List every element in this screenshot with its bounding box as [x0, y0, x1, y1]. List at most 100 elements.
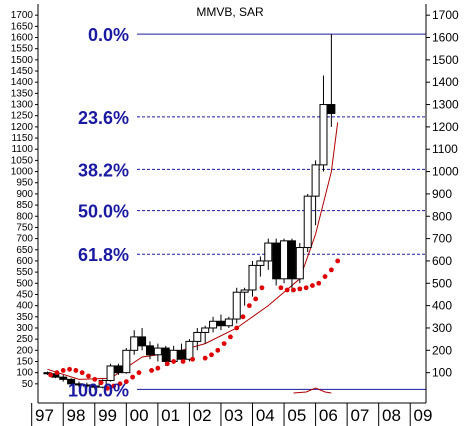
left-tick-label: 100: [16, 368, 33, 379]
fib-label: 100.0%: [68, 380, 129, 400]
candle-body: [280, 240, 289, 280]
sar-dot: [155, 365, 161, 371]
fib-label: 38.2%: [78, 160, 129, 180]
x-tick-label: 08: [382, 406, 401, 425]
sar-dot: [215, 347, 221, 353]
axes: [31, 4, 430, 426]
candle-body: [201, 327, 210, 333]
candle-body: [130, 336, 139, 351]
left-tick-label: 1100: [11, 144, 33, 155]
left-tick-label: 50: [22, 379, 34, 390]
sar-dot: [48, 372, 54, 378]
candle-body: [145, 345, 154, 356]
sar-dot: [111, 383, 117, 389]
candle-body: [161, 347, 170, 362]
sar-dot: [73, 368, 79, 373]
x-tick-label: 05: [287, 406, 306, 425]
sar-dot: [171, 359, 177, 364]
sar-dot: [335, 258, 341, 264]
candle-body: [75, 383, 84, 386]
right-tick-label: 100: [432, 366, 452, 380]
left-tick-label: 150: [16, 356, 33, 367]
sar-dot: [92, 376, 98, 382]
left-tick-label: 1600: [11, 33, 34, 44]
candle-body: [256, 260, 265, 266]
x-tick-label: 09: [414, 406, 433, 425]
x-tick-label: 04: [256, 406, 275, 425]
sar-dot: [86, 373, 91, 379]
left-tick-label: 1150: [11, 133, 33, 144]
labels: 0.0%23.6%38.2%50.0%61.8%100.0%5010015020…: [11, 8, 459, 425]
right-tick-label: 1300: [432, 98, 459, 112]
sub-line: [293, 387, 332, 394]
sar-dot: [136, 370, 142, 376]
left-tick-label: 1700: [11, 10, 34, 21]
left-tick-label: 1550: [11, 44, 34, 55]
right-tick-label: 500: [432, 276, 452, 290]
sar-dot: [117, 381, 123, 387]
x-tick-label: 97: [35, 406, 54, 425]
sar-dot: [228, 334, 233, 340]
sar-dot: [79, 370, 85, 376]
right-tick-label: 1100: [432, 142, 458, 156]
moving-average: [47, 122, 339, 394]
left-tick-label: 300: [16, 323, 33, 334]
right-tick-label: 700: [432, 232, 452, 246]
x-tick-label: 01: [161, 406, 180, 425]
candle-body: [303, 195, 312, 249]
left-tick-label: 1200: [11, 122, 34, 133]
candle-body: [311, 164, 320, 197]
candle-body: [185, 340, 194, 360]
left-tick-label: 250: [16, 334, 33, 345]
right-tick-label: 1500: [432, 53, 459, 67]
candle-body: [193, 331, 202, 342]
right-tick-label: 1200: [432, 120, 459, 134]
right-tick-label: 800: [432, 209, 452, 223]
left-tick-label: 1400: [11, 77, 34, 88]
candle-body: [59, 376, 68, 380]
left-tick-label: 450: [16, 289, 33, 300]
left-tick-label: 1050: [11, 155, 34, 166]
candle-body: [248, 264, 257, 291]
left-tick-label: 650: [16, 245, 33, 256]
x-tick-label: 02: [193, 406, 212, 425]
candle-body: [295, 247, 304, 280]
left-tick-label: 950: [16, 178, 33, 189]
left-tick-label: 700: [16, 234, 33, 245]
sar-dot: [180, 359, 186, 364]
sar-dot: [209, 352, 214, 358]
candles: [43, 34, 336, 390]
sar-dot: [328, 267, 334, 273]
fib-label: 0.0%: [88, 25, 129, 45]
sar-dot: [54, 370, 60, 376]
candle-body: [216, 320, 225, 327]
right-tick-label: 600: [432, 254, 452, 268]
left-tick-label: 900: [16, 189, 33, 200]
sar-dots: [48, 258, 341, 391]
x-tick-label: 99: [98, 406, 117, 425]
sar-dot: [310, 283, 315, 288]
sar-dot: [104, 385, 110, 391]
right-tick-label: 400: [432, 299, 452, 313]
candle-body: [114, 365, 123, 374]
left-tick-label: 550: [16, 267, 33, 278]
x-tick-label: 00: [130, 406, 149, 425]
candle-body: [106, 365, 115, 381]
left-tick-label: 600: [16, 256, 33, 267]
left-tick-label: 1250: [11, 111, 34, 122]
sar-dot: [202, 355, 208, 361]
sar-dot: [164, 361, 170, 367]
left-tick-label: 750: [16, 222, 33, 233]
candle-body: [153, 347, 162, 356]
fib-levels: [137, 33, 426, 390]
x-tick-label: 98: [67, 406, 86, 425]
sar-dot: [316, 280, 322, 286]
ma-line: [47, 122, 339, 380]
candle-body: [319, 104, 328, 166]
sar-dot: [190, 356, 195, 362]
chart-title: MMVB, SAR: [196, 5, 264, 19]
right-tick-label: 1600: [432, 31, 459, 45]
candle-body: [82, 384, 91, 387]
sar-dot: [67, 366, 72, 372]
